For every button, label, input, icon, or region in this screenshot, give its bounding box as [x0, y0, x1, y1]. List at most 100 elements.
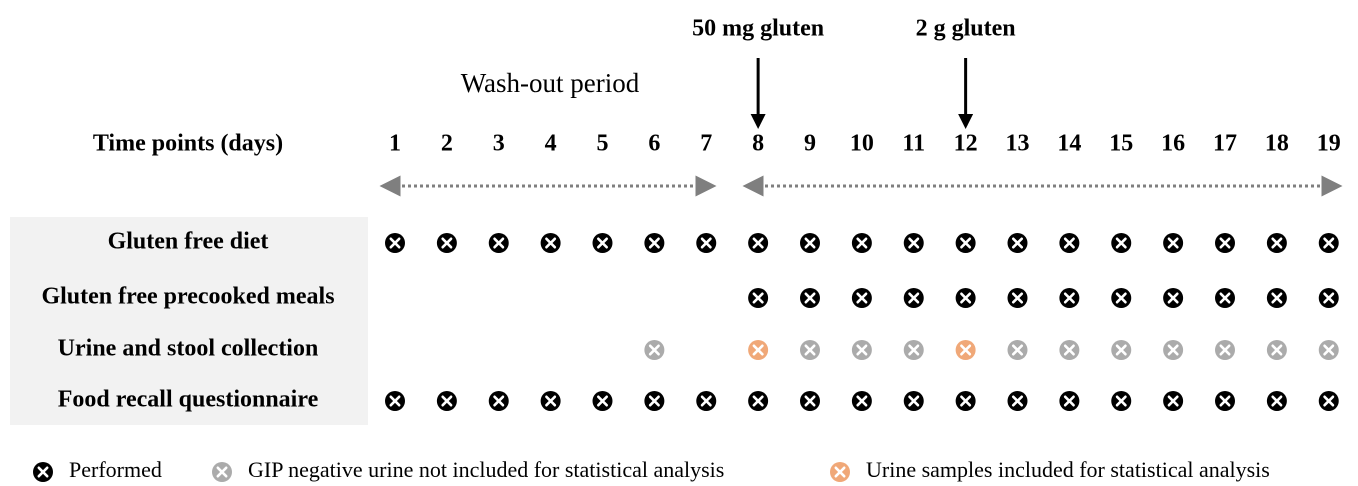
row-label: Gluten free diet: [108, 229, 269, 255]
status-icon: [955, 340, 976, 360]
icon-cross: [493, 395, 505, 407]
status-icon: [851, 233, 872, 253]
day-label: 10: [850, 131, 874, 157]
icon-cross: [1011, 237, 1024, 249]
status-icon: [830, 462, 850, 482]
icon-cross: [1011, 292, 1024, 304]
status-icon: [1059, 233, 1080, 253]
day-label: 15: [1109, 131, 1133, 157]
icon-cross: [804, 395, 816, 407]
icon-cross: [700, 395, 712, 407]
status-icon: [748, 233, 769, 253]
icon-cross: [752, 237, 764, 249]
icon-cross: [856, 395, 868, 407]
icon-cross: [1323, 237, 1335, 249]
status-icon: [903, 340, 924, 360]
icon-cross: [1167, 344, 1179, 356]
status-icon: [644, 391, 665, 411]
row-label: Urine and stool collection: [58, 336, 319, 362]
day-label: 18: [1265, 131, 1289, 157]
icon-cross: [856, 237, 868, 249]
icon-cross: [1271, 237, 1283, 249]
status-icon: [1111, 340, 1132, 360]
icon-cross: [1323, 344, 1335, 356]
icon-cross: [1219, 344, 1231, 356]
day-label: 8: [752, 131, 764, 157]
status-icon: [212, 462, 232, 482]
status-icon: [1215, 288, 1235, 308]
status-icon: [1266, 391, 1287, 411]
status-icon: [1007, 340, 1028, 360]
day-label: 11: [902, 131, 925, 157]
status-icon: [748, 340, 769, 360]
status-icon: [748, 391, 769, 411]
day-label: 16: [1161, 131, 1185, 157]
icon-cross: [596, 237, 609, 249]
status-icon: [955, 391, 976, 411]
status-icon: [851, 391, 872, 411]
status-icon: [800, 233, 820, 253]
day-label: 7: [700, 131, 712, 157]
status-icon: [488, 233, 509, 253]
icon-cross: [441, 237, 453, 249]
status-icon: [1318, 340, 1339, 360]
icon-cross: [1115, 237, 1127, 249]
icon-cross: [1115, 344, 1127, 356]
icon-cross: [1063, 344, 1075, 356]
status-icon: [488, 391, 509, 411]
icon-cross: [1323, 395, 1335, 407]
icon-cross: [216, 466, 228, 478]
status-icon: [1215, 391, 1235, 411]
icon-cross: [37, 466, 49, 478]
icon-cross: [960, 395, 972, 407]
icon-cross: [856, 292, 868, 304]
icon-cross: [1271, 395, 1283, 407]
status-icon: [1215, 233, 1235, 253]
icon-cross: [1063, 292, 1075, 304]
status-icon: [1007, 391, 1028, 411]
legend-label: Performed: [69, 457, 162, 482]
day-label: 19: [1317, 131, 1341, 157]
icon-cross: [1219, 292, 1231, 304]
icon-cross: [1271, 344, 1283, 356]
label-panel: [10, 217, 368, 425]
status-icon: [385, 391, 405, 411]
icon-cross: [1167, 292, 1179, 304]
status-icon: [33, 462, 53, 482]
icon-cross: [648, 344, 660, 356]
status-icon: [1111, 233, 1132, 253]
row-label: Gluten free precooked meals: [41, 284, 334, 310]
icon-cross: [1115, 395, 1127, 407]
icon-cross: [1167, 395, 1179, 407]
status-icon: [800, 288, 820, 308]
status-icon: [1266, 340, 1287, 360]
period-label: Wash-out period: [461, 68, 640, 98]
icon-cross: [648, 237, 660, 249]
status-icon: [1318, 233, 1339, 253]
day-label: 1: [389, 131, 401, 157]
icon-cross: [856, 344, 868, 356]
status-icon: [696, 233, 717, 253]
icon-cross: [1063, 237, 1075, 249]
status-icon: [385, 233, 405, 253]
status-icon: [903, 233, 924, 253]
icon-cross: [752, 395, 764, 407]
day-label: 2: [441, 131, 453, 157]
day-label: 4: [545, 131, 557, 157]
day-label: 17: [1213, 131, 1237, 157]
icon-cross: [700, 237, 712, 249]
status-icon: [748, 288, 769, 308]
legend-label: Urine samples included for statistical a…: [866, 457, 1270, 482]
icon-cross: [908, 292, 920, 304]
icon-cross: [960, 292, 972, 304]
icon-cross: [752, 292, 764, 304]
day-label: 12: [954, 131, 978, 157]
status-icon: [1163, 340, 1184, 360]
icon-cross: [804, 237, 816, 249]
day-label: 6: [648, 131, 660, 157]
icon-cross: [493, 237, 505, 249]
icon-cross: [545, 395, 557, 407]
icon-cross: [389, 395, 401, 407]
annotation-label: 2 g gluten: [916, 16, 1016, 42]
